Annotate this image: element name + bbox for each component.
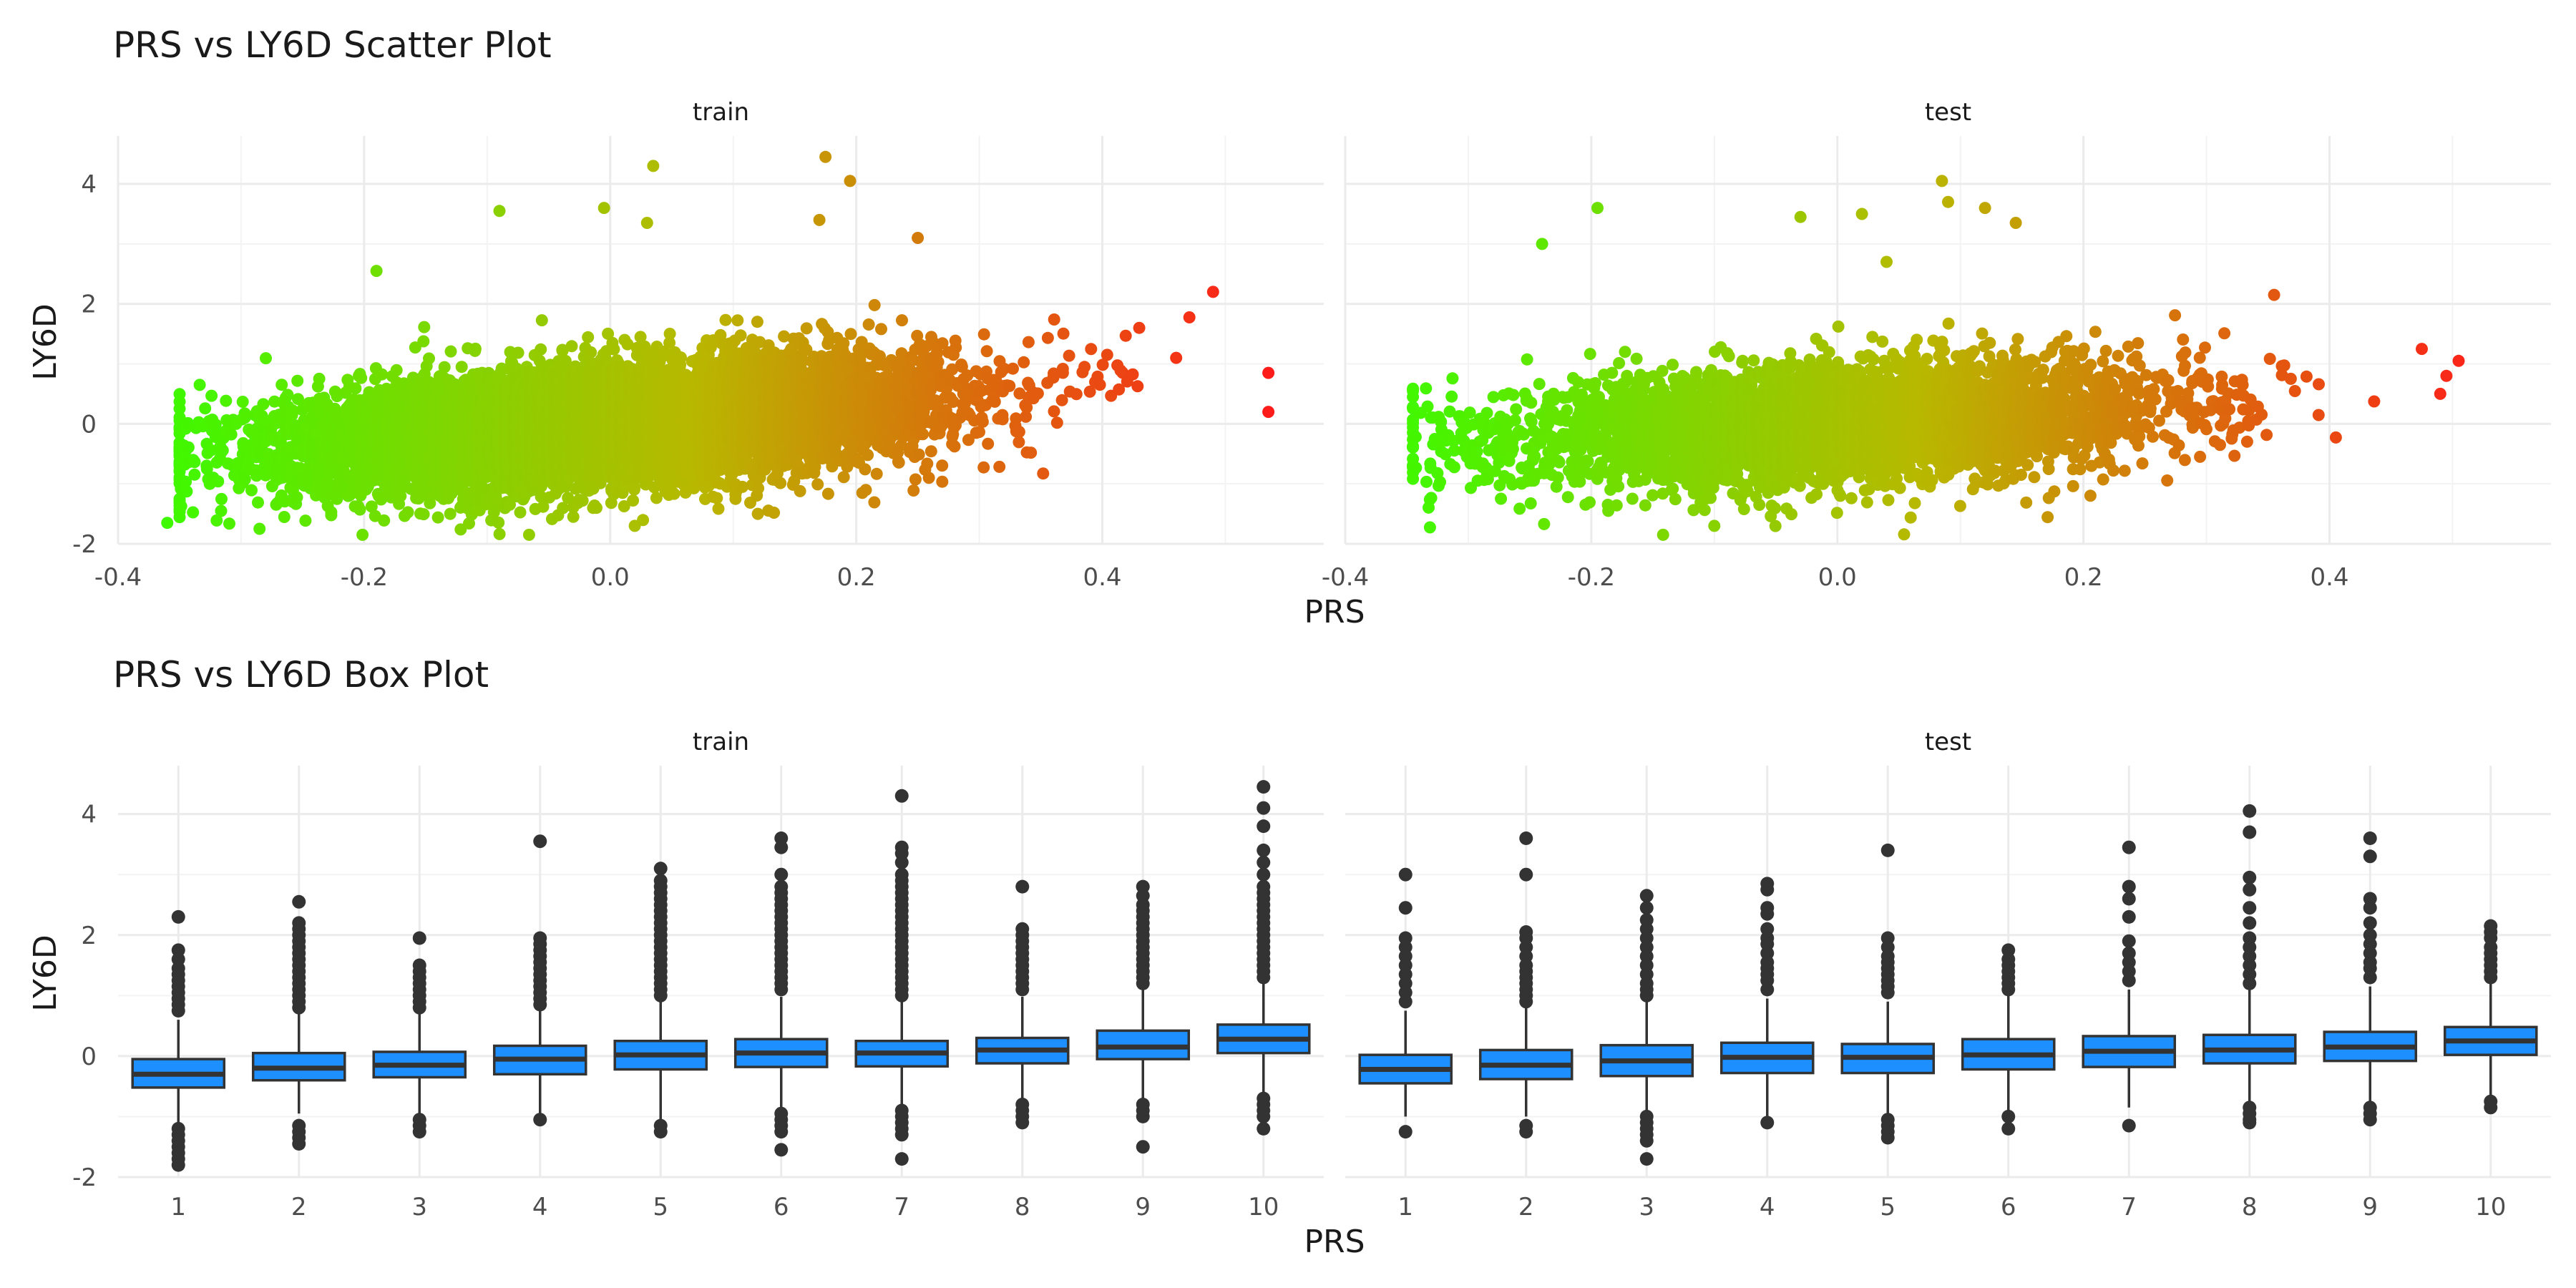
scatter-point <box>299 514 312 527</box>
facet-strip-label: train <box>693 98 749 127</box>
scatter-point <box>355 371 368 384</box>
scatter-point <box>590 502 602 514</box>
scatter-point <box>291 491 303 504</box>
scatter-point <box>369 509 381 522</box>
scatter-point <box>492 516 505 529</box>
scatter-point <box>216 444 229 457</box>
scatter-point <box>188 468 201 481</box>
scatter-point <box>401 506 414 519</box>
x-tick-label: 0.2 <box>837 563 876 592</box>
scatter-point <box>292 393 304 406</box>
scatter-point <box>236 396 249 408</box>
scatter-point <box>423 352 435 365</box>
scatter-point <box>535 314 548 327</box>
scatter-point <box>370 265 383 278</box>
scatter-point <box>175 500 187 512</box>
scatter-point <box>390 364 403 376</box>
scatter-point <box>325 506 338 519</box>
scatter-point <box>313 372 326 385</box>
scatter-point <box>417 508 430 521</box>
box-title: PRS vs LY6D Box Plot <box>113 654 489 696</box>
scatter-point <box>173 395 186 408</box>
y-tick-label: -2 <box>72 530 97 559</box>
scatter-point <box>182 441 195 454</box>
scatter-point <box>205 444 218 457</box>
scatter-title: PRS vs LY6D Scatter Plot <box>113 24 552 66</box>
scatter-point <box>253 522 266 535</box>
scatter-point <box>431 511 444 524</box>
scatter-point <box>438 361 451 374</box>
scatter-point <box>257 398 270 411</box>
scatter-point <box>512 346 525 359</box>
scatter-point <box>535 343 547 356</box>
scatter-point <box>210 423 223 436</box>
scatter-x-axis-label: PRS <box>1304 594 1365 630</box>
scatter-point <box>469 342 482 355</box>
scatter-point <box>565 340 578 353</box>
y-tick-label: 0 <box>81 410 97 439</box>
scatter-point <box>281 389 294 401</box>
scatter-point <box>245 484 258 497</box>
scatter-point <box>225 428 238 441</box>
scatter-panel-train: train -0.4 -0.2 0.0 0.2 0.4 -2 0 2 4 <box>72 98 1324 592</box>
scatter-point <box>180 485 193 498</box>
y-tick-label: 4 <box>81 170 97 199</box>
scatter-point <box>444 345 457 358</box>
y-tick-label: 2 <box>81 291 97 319</box>
scatter-point <box>215 492 228 505</box>
scatter-point <box>582 331 595 343</box>
scatter-point <box>424 497 436 509</box>
box-x-axis-label: PRS <box>1304 1224 1365 1260</box>
scatter-point <box>353 503 366 516</box>
x-tick-label: -0.4 <box>94 563 142 592</box>
scatter-point <box>215 504 228 517</box>
scatter-point <box>205 389 218 402</box>
scatter-point <box>238 411 251 424</box>
scatter-point <box>193 379 206 391</box>
scatter-point <box>356 528 369 541</box>
scatter-point <box>365 500 378 513</box>
scatter-point <box>252 496 264 509</box>
scatter-point <box>376 368 389 381</box>
scatter-y-axis-label: LY6D <box>27 303 64 380</box>
scatter-point <box>220 394 233 407</box>
scatter-point <box>455 361 468 374</box>
scatter-point <box>286 404 299 416</box>
scatter-point <box>378 514 391 527</box>
scatter-point <box>250 469 263 482</box>
scatter-point <box>200 462 213 475</box>
scatter-point <box>260 352 272 365</box>
scatter-point <box>291 374 304 387</box>
scatter-point <box>514 506 527 519</box>
scatter-point <box>597 202 610 215</box>
scatter-point <box>418 321 431 333</box>
x-tick-label: -0.2 <box>341 563 388 592</box>
scatter-point <box>493 205 506 218</box>
x-tick-label: 0.0 <box>591 563 630 592</box>
scatter-point <box>187 506 200 519</box>
scatter-point <box>493 527 506 540</box>
scatter-point <box>585 346 597 358</box>
x-tick-label: 0.4 <box>1083 563 1121 592</box>
scatter-point <box>417 335 430 348</box>
scatter-point <box>349 382 362 395</box>
scatter-point <box>210 514 223 527</box>
scatter-point <box>444 507 457 520</box>
scatter-point <box>212 475 225 488</box>
scatter-point <box>180 475 192 488</box>
scatter-point <box>375 493 388 506</box>
scatter-point <box>199 402 212 415</box>
scatter-point <box>188 456 201 469</box>
scatter-point <box>608 343 620 356</box>
scatter-point <box>522 528 535 541</box>
scatter-point <box>278 511 291 523</box>
scatter-point <box>161 517 174 530</box>
scatter-point <box>394 489 407 502</box>
scatter-point <box>275 379 288 391</box>
scatter-point <box>223 517 235 530</box>
box-y-axis-label: LY6D <box>27 935 64 1011</box>
